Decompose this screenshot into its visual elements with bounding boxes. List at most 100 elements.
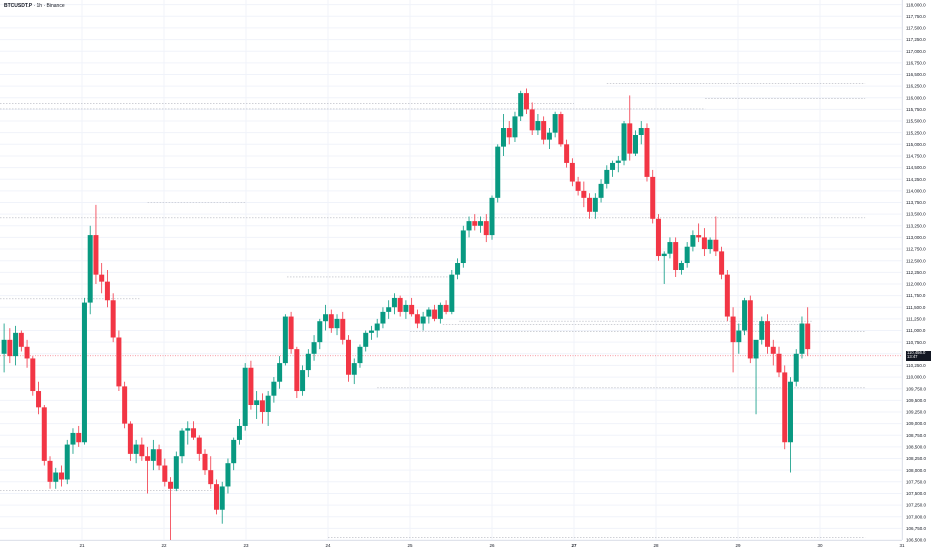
candle-body[interactable] xyxy=(380,311,386,324)
candle-body[interactable] xyxy=(213,484,219,510)
candle-body[interactable] xyxy=(346,339,351,375)
candle-body[interactable] xyxy=(644,128,650,177)
candle-body[interactable] xyxy=(202,453,208,471)
candle-body[interactable] xyxy=(76,432,82,443)
candle-body[interactable] xyxy=(334,318,340,329)
candle-body[interactable] xyxy=(248,367,254,405)
candle-body[interactable] xyxy=(236,425,242,440)
candle-body[interactable] xyxy=(432,309,438,319)
candle-body[interactable] xyxy=(323,314,329,322)
candle-body[interactable] xyxy=(483,221,489,236)
candle-body[interactable] xyxy=(133,444,139,454)
candle-body[interactable] xyxy=(610,162,616,170)
candle-body[interactable] xyxy=(736,330,742,343)
candle-body[interactable] xyxy=(500,128,506,147)
candle-body[interactable] xyxy=(707,239,713,250)
candle-body[interactable] xyxy=(581,190,587,198)
candle-body[interactable] xyxy=(472,221,478,226)
candle-body[interactable] xyxy=(271,381,277,396)
candle-body[interactable] xyxy=(564,144,570,163)
candle-body[interactable] xyxy=(627,123,633,154)
candle-body[interactable] xyxy=(426,309,432,317)
candle-body[interactable] xyxy=(7,339,13,357)
candle-body[interactable] xyxy=(36,391,42,408)
candle-body[interactable] xyxy=(770,346,776,354)
candle-body[interactable] xyxy=(793,353,799,382)
candle-body[interactable] xyxy=(179,430,185,457)
candle-body[interactable] xyxy=(747,300,753,359)
candle-body[interactable] xyxy=(546,132,552,140)
candle-body[interactable] xyxy=(70,432,76,445)
candle-body[interactable] xyxy=(104,281,110,301)
candle-body[interactable] xyxy=(701,237,707,250)
candle-body[interactable] xyxy=(13,332,19,357)
candle-body[interactable] xyxy=(696,235,702,238)
candle-body[interactable] xyxy=(489,197,495,236)
candle-body[interactable] xyxy=(638,128,644,135)
candle-body[interactable] xyxy=(575,181,581,191)
candle-body[interactable] xyxy=(541,121,547,140)
candle-body[interactable] xyxy=(116,337,122,387)
candle-body[interactable] xyxy=(414,314,420,324)
symbol-label[interactable]: BTCUSDT.P xyxy=(4,3,33,9)
candle-body[interactable] xyxy=(231,439,237,464)
candle-body[interactable] xyxy=(460,230,466,264)
candle-body[interactable] xyxy=(282,316,288,364)
candle-body[interactable] xyxy=(506,128,512,138)
candle-body[interactable] xyxy=(219,486,225,510)
candle-body[interactable] xyxy=(759,321,765,340)
candle-body[interactable] xyxy=(277,363,283,382)
candle-body[interactable] xyxy=(598,183,604,198)
candle-body[interactable] xyxy=(678,263,684,270)
candle-body[interactable] xyxy=(420,316,426,324)
candle-body[interactable] xyxy=(150,449,156,461)
candle-body[interactable] xyxy=(242,367,248,426)
candle-body[interactable] xyxy=(30,358,36,392)
candle-body[interactable] xyxy=(156,449,162,466)
candle-body[interactable] xyxy=(87,235,93,303)
candle-body[interactable] xyxy=(196,437,202,454)
candle-body[interactable] xyxy=(523,93,529,110)
candle-body[interactable] xyxy=(512,116,518,138)
interval-label[interactable]: 1h xyxy=(36,3,43,9)
candle-body[interactable] xyxy=(397,297,403,312)
candle-body[interactable] xyxy=(64,444,70,480)
candle-body[interactable] xyxy=(127,423,133,454)
candle-body[interactable] xyxy=(357,346,363,364)
candles[interactable] xyxy=(1,88,811,540)
candle-body[interactable] xyxy=(587,197,593,212)
candle-body[interactable] xyxy=(305,353,311,371)
candle-body[interactable] xyxy=(443,304,449,312)
candle-body[interactable] xyxy=(650,176,656,219)
candle-body[interactable] xyxy=(787,381,793,443)
candle-body[interactable] xyxy=(24,346,30,359)
candle-body[interactable] xyxy=(317,321,323,343)
candle-body[interactable] xyxy=(409,304,415,315)
candle-body[interactable] xyxy=(569,162,575,182)
candle-body[interactable] xyxy=(351,363,357,375)
candle-body[interactable] xyxy=(661,253,667,257)
candle-body[interactable] xyxy=(455,263,461,275)
candle-body[interactable] xyxy=(300,370,306,392)
candle-body[interactable] xyxy=(59,472,64,480)
candle-body[interactable] xyxy=(374,323,380,331)
candle-body[interactable] xyxy=(742,300,748,331)
candle-body[interactable] xyxy=(719,251,725,275)
candle-body[interactable] xyxy=(259,400,265,412)
candle-body[interactable] xyxy=(782,372,788,443)
candle-body[interactable] xyxy=(208,470,214,485)
candle-body[interactable] xyxy=(403,304,409,312)
candle-body[interactable] xyxy=(633,135,638,154)
candle-body[interactable] xyxy=(265,395,271,412)
candle-body[interactable] xyxy=(621,123,627,161)
candle-body[interactable] xyxy=(294,349,300,392)
candle-body[interactable] xyxy=(724,274,730,317)
candle-body[interactable] xyxy=(604,169,610,184)
candle-body[interactable] xyxy=(93,235,99,275)
candle-body[interactable] xyxy=(690,235,696,247)
candle-body[interactable] xyxy=(776,353,782,373)
candle-body[interactable] xyxy=(18,332,24,347)
candle-body[interactable] xyxy=(41,407,47,461)
candle-body[interactable] xyxy=(185,428,191,431)
